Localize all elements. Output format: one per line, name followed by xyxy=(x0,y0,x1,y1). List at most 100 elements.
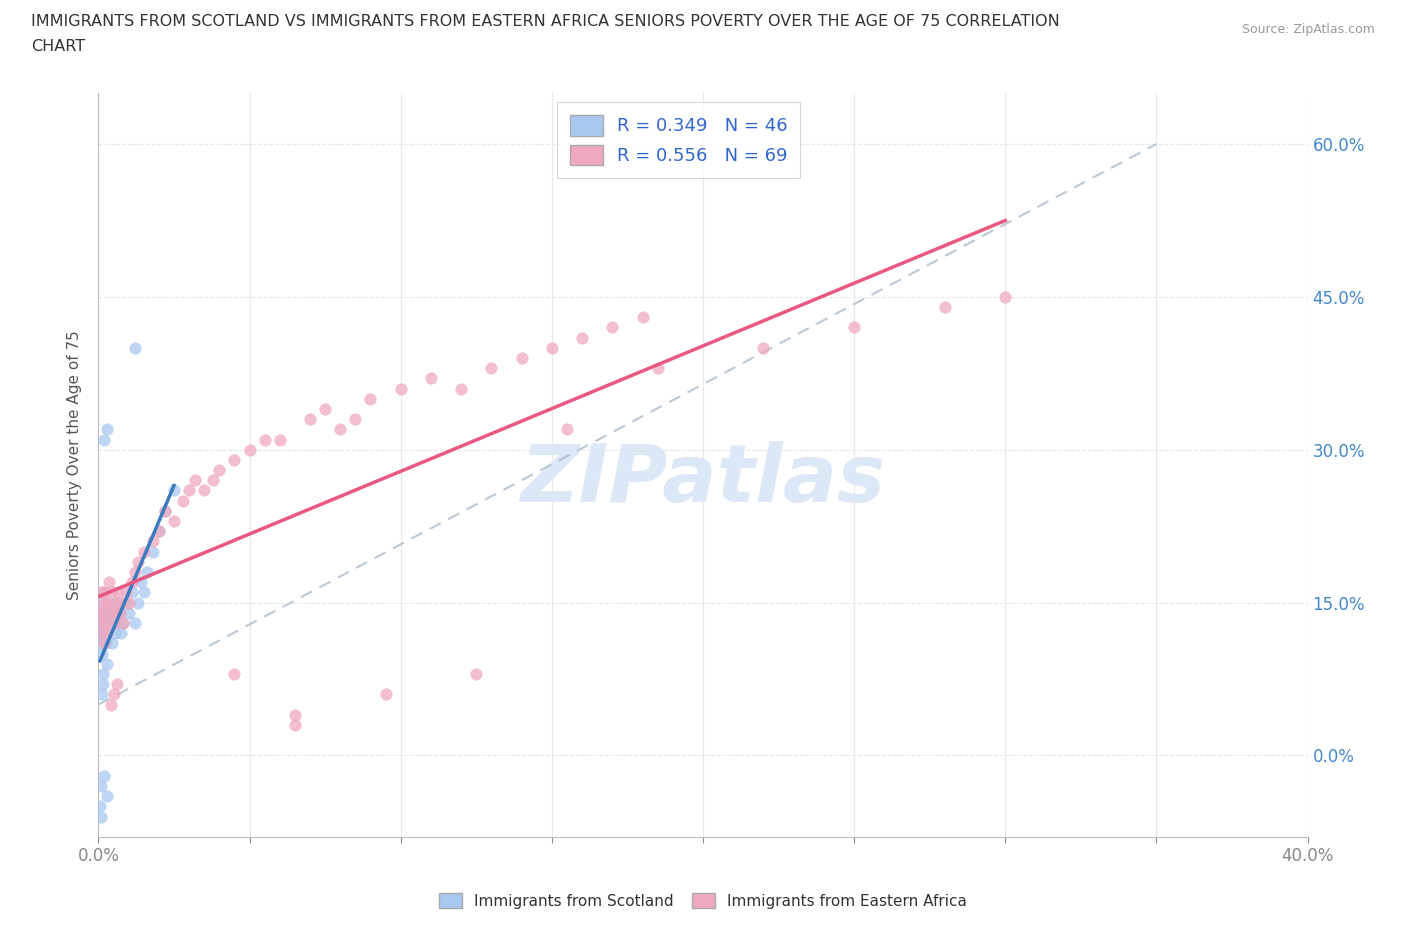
Point xyxy=(107,585,129,600)
Point xyxy=(91,667,114,682)
Point xyxy=(127,554,149,569)
Point xyxy=(105,616,128,631)
Point xyxy=(555,422,578,437)
Point xyxy=(114,585,136,600)
Point xyxy=(148,524,170,538)
Point xyxy=(93,636,115,651)
Point xyxy=(193,483,215,498)
Point xyxy=(100,616,122,631)
Point xyxy=(127,595,149,610)
Point xyxy=(96,605,118,620)
Point xyxy=(172,493,194,508)
Point xyxy=(90,616,112,631)
Point xyxy=(96,657,118,671)
Point xyxy=(108,605,131,620)
Point xyxy=(91,687,114,702)
Point xyxy=(103,616,125,631)
Point xyxy=(89,799,111,814)
Point xyxy=(94,585,117,600)
Point xyxy=(121,585,143,600)
Point xyxy=(121,575,143,590)
Point xyxy=(124,616,146,631)
Point xyxy=(98,595,121,610)
Point xyxy=(94,616,117,631)
Point xyxy=(118,595,141,610)
Point xyxy=(111,616,134,631)
Point xyxy=(571,330,593,345)
Point xyxy=(284,707,307,722)
Point xyxy=(90,778,112,793)
Point xyxy=(132,544,155,559)
Point xyxy=(90,626,112,641)
Point xyxy=(124,340,146,355)
Legend: R = 0.349   N = 46, R = 0.556   N = 69: R = 0.349 N = 46, R = 0.556 N = 69 xyxy=(557,102,800,178)
Point xyxy=(269,432,291,447)
Point xyxy=(132,585,155,600)
Point xyxy=(374,687,396,702)
Point xyxy=(602,320,624,335)
Point xyxy=(96,626,118,641)
Text: ZIPatlas: ZIPatlas xyxy=(520,441,886,519)
Point xyxy=(153,503,176,518)
Point xyxy=(647,361,669,376)
Y-axis label: Seniors Poverty Over the Age of 75: Seniors Poverty Over the Age of 75 xyxy=(67,330,83,600)
Point xyxy=(90,636,112,651)
Point xyxy=(89,605,111,620)
Point xyxy=(96,422,118,437)
Point xyxy=(96,595,118,610)
Text: CHART: CHART xyxy=(31,39,84,54)
Point xyxy=(142,534,165,549)
Point xyxy=(94,616,117,631)
Point xyxy=(104,595,127,610)
Point xyxy=(93,605,115,620)
Point xyxy=(103,687,125,702)
Point xyxy=(101,585,124,600)
Point xyxy=(184,472,207,487)
Point xyxy=(752,340,775,355)
Point xyxy=(93,432,115,447)
Point xyxy=(163,513,186,528)
Point xyxy=(100,698,122,712)
Point xyxy=(344,412,367,427)
Point xyxy=(631,310,654,325)
Point xyxy=(934,299,956,314)
Point xyxy=(465,667,488,682)
Point xyxy=(101,636,124,651)
Point xyxy=(420,371,443,386)
Point xyxy=(93,768,115,783)
Point xyxy=(111,616,134,631)
Point xyxy=(91,677,114,692)
Point xyxy=(103,605,125,620)
Point xyxy=(104,626,127,641)
Legend: Immigrants from Scotland, Immigrants from Eastern Africa: Immigrants from Scotland, Immigrants fro… xyxy=(433,886,973,915)
Point xyxy=(91,646,114,661)
Point xyxy=(108,605,131,620)
Point xyxy=(360,392,382,406)
Text: IMMIGRANTS FROM SCOTLAND VS IMMIGRANTS FROM EASTERN AFRICA SENIORS POVERTY OVER : IMMIGRANTS FROM SCOTLAND VS IMMIGRANTS F… xyxy=(31,14,1060,29)
Point xyxy=(284,717,307,732)
Point xyxy=(91,585,114,600)
Point xyxy=(100,605,122,620)
Point xyxy=(844,320,866,335)
Point xyxy=(93,605,115,620)
Point xyxy=(89,605,111,620)
Point xyxy=(114,595,136,610)
Point xyxy=(105,605,128,620)
Point xyxy=(540,340,562,355)
Point xyxy=(163,483,186,498)
Point xyxy=(510,351,533,365)
Point xyxy=(107,595,129,610)
Point xyxy=(239,443,262,458)
Point xyxy=(253,432,276,447)
Point xyxy=(314,402,336,417)
Point xyxy=(110,626,132,641)
Point xyxy=(153,503,176,518)
Point xyxy=(89,626,111,641)
Point xyxy=(90,595,112,610)
Point xyxy=(118,605,141,620)
Point xyxy=(129,575,152,590)
Text: Source: ZipAtlas.com: Source: ZipAtlas.com xyxy=(1241,23,1375,36)
Point xyxy=(93,626,115,641)
Point xyxy=(148,524,170,538)
Point xyxy=(90,585,112,600)
